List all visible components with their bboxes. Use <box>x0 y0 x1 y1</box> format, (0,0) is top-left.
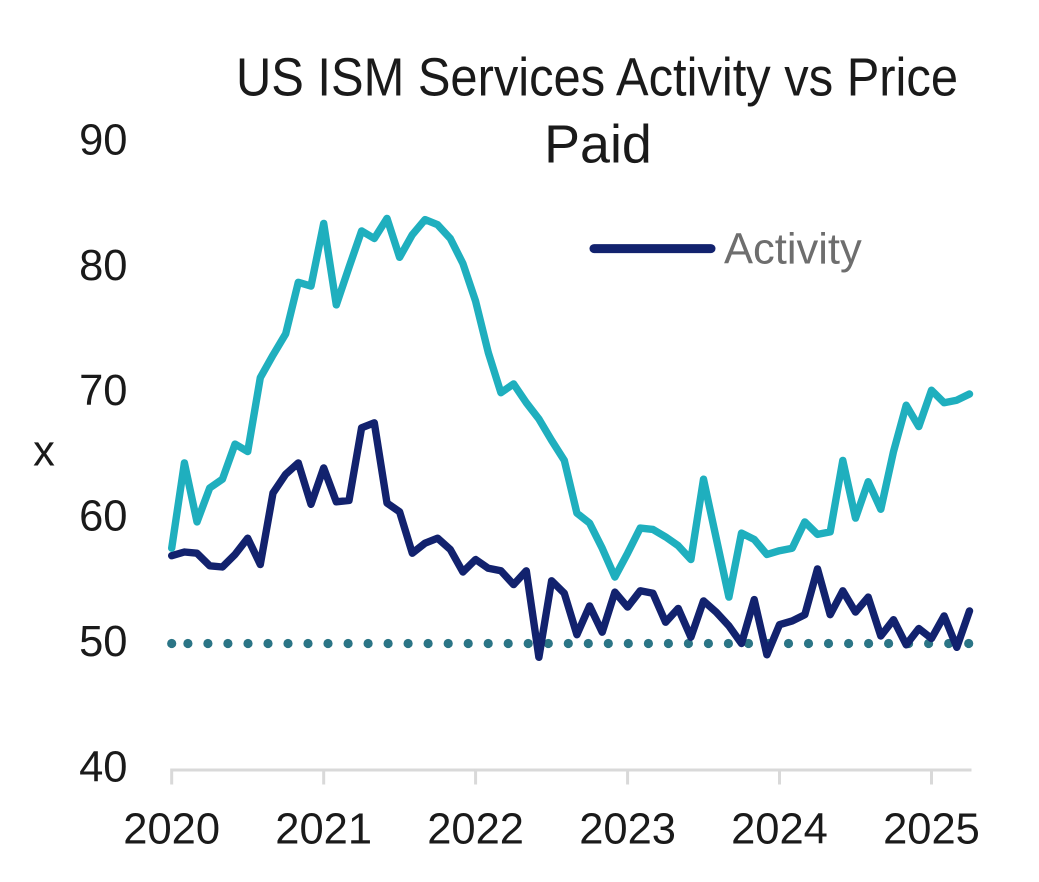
svg-text:80: 80 <box>79 242 127 290</box>
svg-text:2024: 2024 <box>731 806 828 854</box>
svg-text:2023: 2023 <box>579 806 676 854</box>
svg-text:x: x <box>33 428 55 476</box>
svg-text:2021: 2021 <box>275 806 372 854</box>
svg-text:90: 90 <box>79 116 127 164</box>
svg-text:Paid: Paid <box>544 115 652 175</box>
svg-text:50: 50 <box>79 618 127 666</box>
svg-text:60: 60 <box>79 493 127 541</box>
svg-text:70: 70 <box>79 367 127 415</box>
svg-text:2025: 2025 <box>883 806 980 854</box>
svg-text:40: 40 <box>79 743 127 791</box>
svg-text:2022: 2022 <box>427 806 524 854</box>
svg-text:Activity: Activity <box>724 226 862 274</box>
svg-text:2020: 2020 <box>123 806 220 854</box>
svg-text:US ISM Services Activity vs Pr: US ISM Services Activity vs Price <box>236 48 958 108</box>
